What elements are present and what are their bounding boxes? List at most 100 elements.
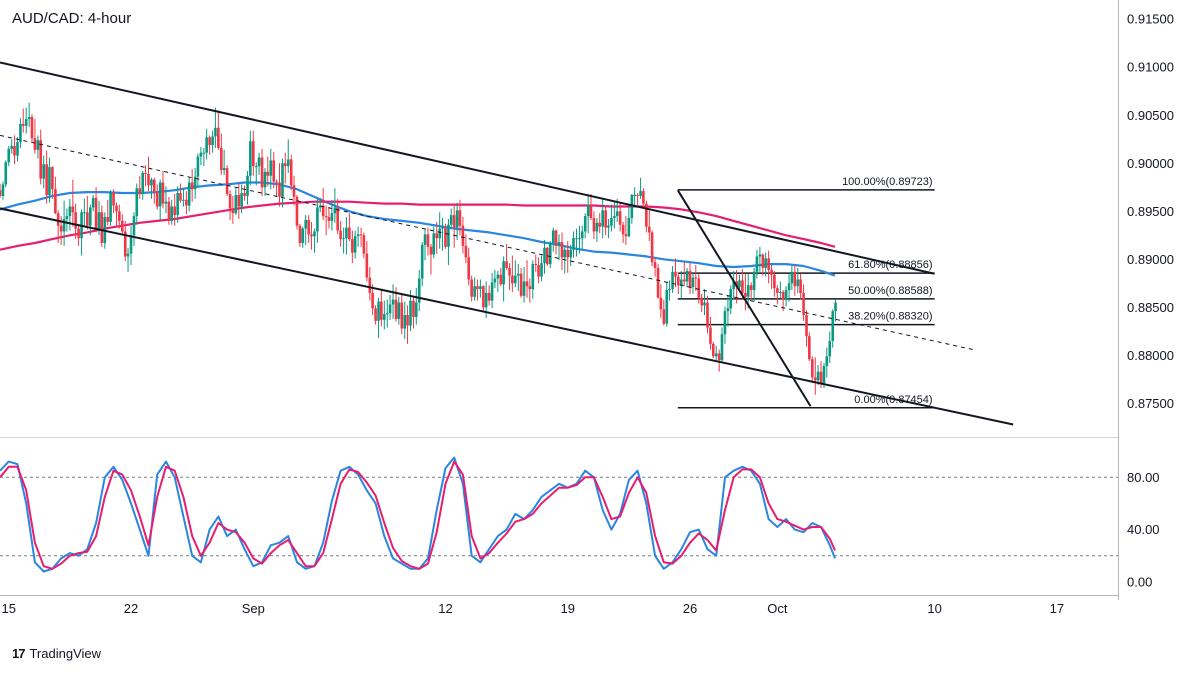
candle-body	[630, 194, 634, 219]
candle-body	[543, 247, 546, 264]
candle	[508, 263, 511, 291]
candle	[39, 129, 43, 185]
candle	[196, 153, 200, 188]
candle	[528, 278, 532, 303]
candle-body	[62, 218, 66, 232]
candle-body	[761, 254, 765, 268]
candle	[767, 250, 770, 284]
candle-body	[502, 261, 505, 285]
candle-body	[560, 242, 564, 258]
trend-lines[interactable]	[0, 61, 1014, 426]
candle-body	[819, 371, 823, 384]
candle	[321, 188, 325, 220]
candle	[316, 197, 319, 243]
candle	[286, 139, 290, 173]
candle	[65, 208, 69, 232]
candle-body	[170, 206, 174, 221]
candle-body	[281, 163, 284, 197]
candle	[697, 273, 701, 304]
candle-body	[33, 138, 37, 150]
candle	[13, 135, 16, 165]
oscillator-axis[interactable]: 80.00 40.00 0.00	[1127, 470, 1160, 590]
candle	[263, 168, 267, 196]
candle-body	[566, 249, 570, 258]
candle	[758, 246, 762, 272]
candle	[706, 295, 709, 334]
candle	[214, 107, 217, 148]
candle	[16, 137, 19, 162]
candle-body	[822, 365, 826, 384]
candle-body	[342, 238, 345, 240]
candle	[580, 225, 584, 251]
price-pane[interactable]: 100.00%(0.89723) 61.80%(0.88856) 50.00%(0.…	[0, 61, 1014, 426]
tradingview-brand[interactable]: 17 TradingView	[12, 644, 101, 662]
candle	[220, 133, 223, 175]
candle-body	[601, 210, 604, 227]
candle-body	[24, 119, 28, 126]
candle-body	[514, 275, 517, 284]
candle-body	[237, 194, 241, 207]
candle-body	[744, 292, 747, 297]
candle	[773, 270, 776, 297]
candle-body	[633, 194, 636, 196]
candle-body	[185, 199, 188, 206]
candle-body	[100, 212, 104, 243]
candle	[496, 270, 500, 292]
time-axis[interactable]: 15 22 Sep 12 19 26 Oct 10 17	[2, 601, 1065, 616]
candle-body	[805, 315, 808, 337]
price-axis[interactable]: 0.91500 0.91000 0.90500 0.90000 0.89500 0.890…	[1127, 12, 1174, 411]
candle-body	[246, 175, 249, 196]
candle-body	[155, 193, 159, 207]
candle-body	[19, 123, 22, 143]
candle-body	[310, 234, 313, 237]
candle	[74, 203, 77, 240]
candle	[575, 228, 578, 257]
candle-body	[126, 253, 130, 257]
candle	[490, 272, 494, 309]
candle-body	[776, 288, 779, 293]
candle-body	[394, 299, 398, 319]
candle	[479, 279, 482, 298]
candle	[790, 266, 794, 291]
candle	[190, 169, 194, 202]
candle-body	[380, 301, 383, 320]
candle	[269, 148, 273, 190]
candle-body	[141, 172, 145, 195]
candle-body	[642, 191, 645, 204]
candle-body	[645, 203, 648, 227]
stochastic-pane[interactable]	[0, 456, 1118, 573]
candle-body	[196, 156, 200, 177]
candle	[141, 170, 145, 200]
candle	[438, 212, 441, 249]
candle	[164, 186, 168, 214]
candle-body	[519, 273, 523, 296]
candle-body	[423, 234, 427, 245]
candle	[313, 228, 316, 253]
candle-body	[91, 197, 95, 208]
candle-body	[610, 218, 613, 226]
candle-body	[65, 216, 69, 219]
candle	[685, 267, 689, 288]
candle	[295, 194, 299, 230]
candle-body	[668, 289, 671, 291]
candle	[487, 285, 491, 306]
candle-body	[371, 292, 374, 309]
candle-body	[106, 217, 110, 222]
candlesticks	[0, 102, 837, 395]
candle	[397, 296, 401, 325]
candle-body	[615, 211, 619, 217]
candle-body	[330, 213, 334, 221]
candle-body	[825, 356, 829, 366]
candle-body	[147, 173, 150, 186]
candle	[176, 186, 179, 223]
candle	[374, 305, 377, 325]
candle	[225, 165, 229, 196]
candle	[147, 156, 150, 192]
candle	[648, 209, 651, 242]
candle	[662, 299, 666, 326]
candle-body	[534, 264, 538, 266]
candle-body	[420, 244, 424, 279]
candle-body	[528, 286, 532, 290]
candle	[120, 214, 124, 235]
candle	[336, 198, 339, 235]
